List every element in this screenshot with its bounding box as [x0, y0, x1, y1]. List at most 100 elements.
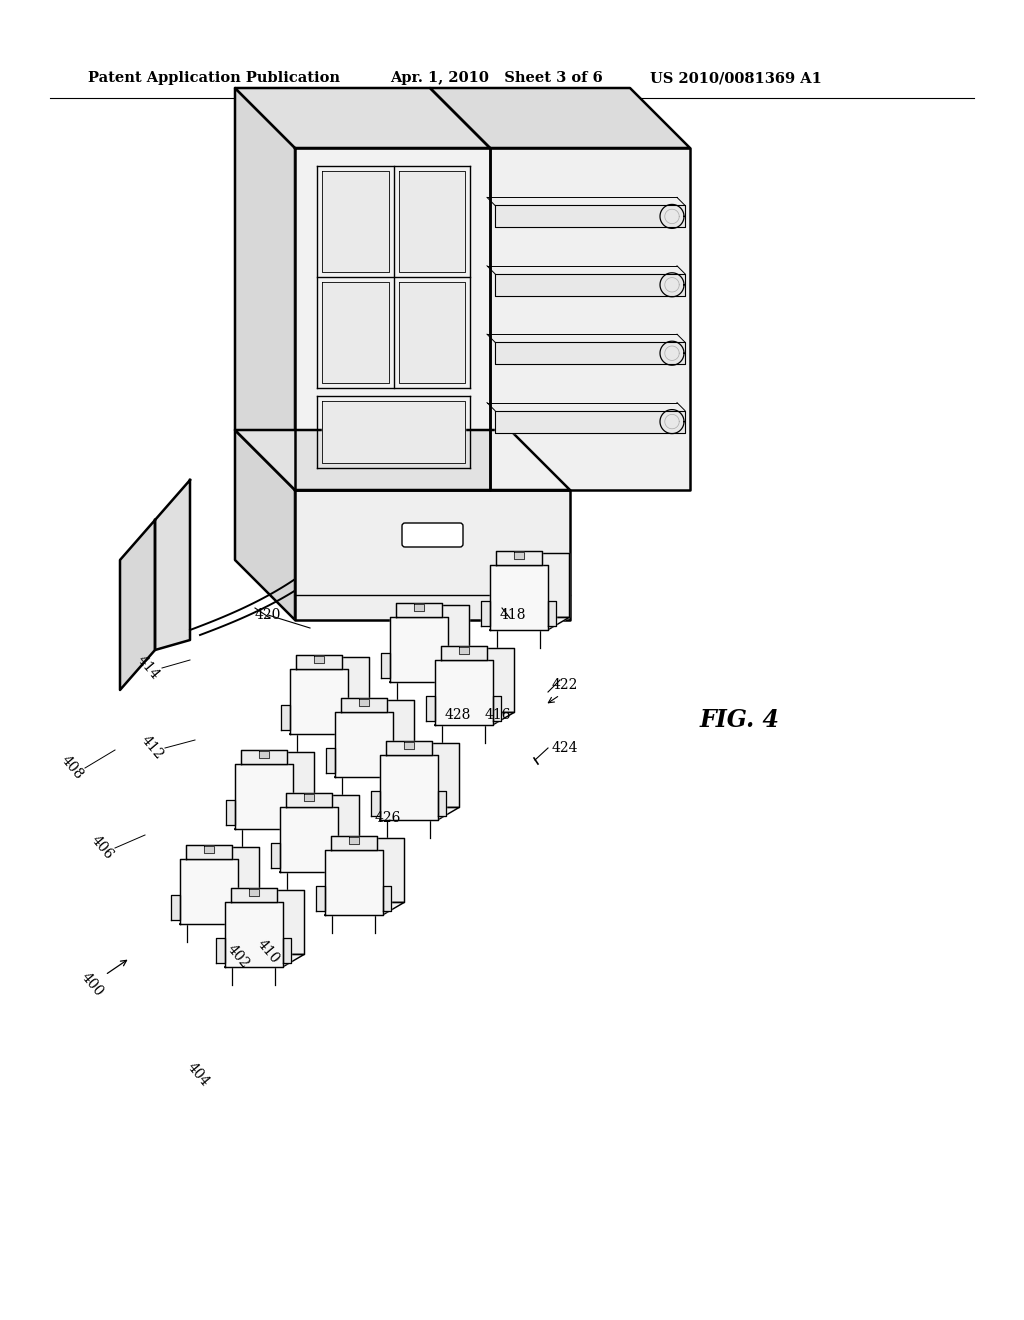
Polygon shape — [325, 850, 383, 915]
Text: 400: 400 — [78, 970, 105, 999]
Text: 410: 410 — [254, 937, 282, 966]
Polygon shape — [440, 645, 486, 660]
Polygon shape — [322, 172, 388, 272]
Text: 428: 428 — [444, 708, 471, 722]
Polygon shape — [380, 808, 459, 820]
Polygon shape — [390, 669, 469, 682]
Polygon shape — [349, 837, 358, 845]
Text: 412: 412 — [138, 734, 166, 763]
Polygon shape — [403, 742, 414, 750]
Polygon shape — [249, 890, 259, 896]
Polygon shape — [435, 713, 514, 725]
Polygon shape — [286, 793, 332, 808]
Text: 404: 404 — [184, 1060, 212, 1089]
Polygon shape — [412, 605, 469, 669]
Polygon shape — [234, 816, 314, 829]
Polygon shape — [390, 618, 447, 682]
Polygon shape — [435, 660, 493, 725]
Polygon shape — [430, 88, 690, 148]
Polygon shape — [202, 846, 259, 911]
Polygon shape — [495, 206, 685, 227]
Polygon shape — [282, 705, 290, 730]
Polygon shape — [496, 550, 542, 565]
Polygon shape — [414, 605, 424, 611]
Polygon shape — [459, 647, 469, 655]
Text: 422: 422 — [552, 678, 579, 692]
Polygon shape — [238, 895, 246, 920]
Text: US 2010/0081369 A1: US 2010/0081369 A1 — [650, 71, 822, 84]
Polygon shape — [335, 713, 392, 777]
Polygon shape — [383, 886, 391, 911]
Text: 402: 402 — [224, 942, 252, 972]
Polygon shape — [296, 655, 342, 669]
Polygon shape — [293, 800, 301, 825]
Polygon shape — [341, 698, 387, 713]
Polygon shape — [171, 895, 180, 920]
Polygon shape — [226, 800, 234, 825]
Polygon shape — [225, 902, 283, 968]
Polygon shape — [347, 705, 356, 730]
Polygon shape — [346, 838, 404, 903]
Polygon shape — [290, 669, 347, 734]
Polygon shape — [280, 808, 338, 873]
Polygon shape — [257, 751, 314, 816]
Polygon shape — [241, 750, 287, 764]
Polygon shape — [381, 653, 390, 678]
Text: Patent Application Publication: Patent Application Publication — [88, 71, 340, 84]
Polygon shape — [234, 430, 570, 490]
Polygon shape — [356, 700, 414, 764]
Polygon shape — [302, 795, 359, 859]
Polygon shape — [290, 722, 370, 734]
Polygon shape — [304, 795, 313, 801]
Polygon shape — [386, 741, 432, 755]
Text: 416: 416 — [484, 708, 511, 722]
Polygon shape — [490, 148, 690, 490]
Polygon shape — [234, 764, 293, 829]
FancyBboxPatch shape — [402, 523, 463, 546]
Polygon shape — [247, 890, 304, 954]
Polygon shape — [325, 903, 404, 915]
Polygon shape — [335, 764, 414, 777]
Polygon shape — [380, 755, 437, 820]
Text: 424: 424 — [552, 741, 579, 755]
Polygon shape — [234, 88, 490, 148]
Polygon shape — [316, 886, 325, 911]
Polygon shape — [234, 88, 295, 490]
Polygon shape — [322, 282, 388, 383]
Polygon shape — [155, 480, 190, 649]
Text: Apr. 1, 2010   Sheet 3 of 6: Apr. 1, 2010 Sheet 3 of 6 — [390, 71, 603, 84]
Polygon shape — [185, 845, 231, 859]
Polygon shape — [180, 911, 259, 924]
Polygon shape — [398, 282, 465, 383]
Polygon shape — [490, 618, 569, 630]
Polygon shape — [358, 700, 369, 706]
Polygon shape — [327, 748, 335, 774]
Polygon shape — [490, 565, 548, 630]
Polygon shape — [392, 748, 401, 774]
Polygon shape — [216, 939, 225, 964]
Polygon shape — [338, 843, 346, 869]
Polygon shape — [180, 859, 238, 924]
Polygon shape — [311, 656, 370, 722]
Polygon shape — [120, 520, 155, 690]
Polygon shape — [331, 836, 377, 850]
Polygon shape — [493, 696, 501, 722]
Text: 408: 408 — [58, 754, 86, 783]
Text: 418: 418 — [500, 609, 526, 622]
Polygon shape — [204, 846, 214, 854]
Polygon shape — [398, 172, 465, 272]
Polygon shape — [512, 553, 569, 618]
Polygon shape — [548, 601, 556, 627]
Polygon shape — [295, 148, 490, 490]
Text: 420: 420 — [255, 609, 282, 622]
Polygon shape — [401, 743, 459, 808]
Polygon shape — [457, 648, 514, 713]
Polygon shape — [230, 888, 276, 902]
Polygon shape — [280, 859, 359, 873]
Polygon shape — [514, 552, 524, 560]
Polygon shape — [283, 939, 291, 964]
Polygon shape — [447, 653, 457, 678]
Polygon shape — [495, 342, 685, 364]
Polygon shape — [426, 696, 435, 722]
Polygon shape — [481, 601, 490, 627]
